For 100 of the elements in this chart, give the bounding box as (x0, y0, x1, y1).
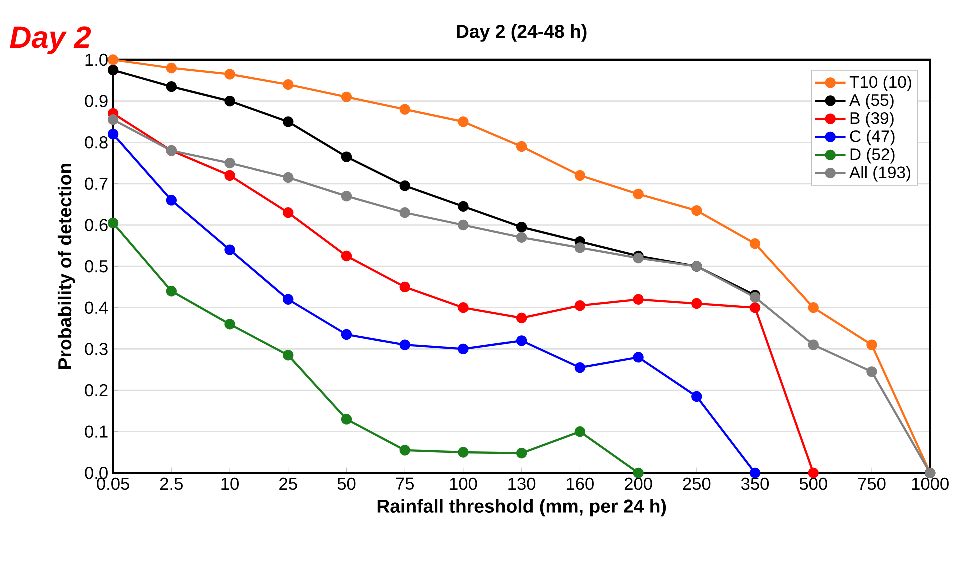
point (108, 114, 119, 126)
y-axis-title: Probability of detection (58, 164, 76, 369)
point (341, 329, 352, 340)
point (458, 344, 469, 354)
y-tick-label: 0.2 (85, 384, 108, 397)
x-tick-label: 250 (683, 478, 711, 490)
point (458, 447, 469, 458)
point (516, 336, 528, 346)
point (574, 170, 586, 181)
point (866, 340, 878, 350)
point (458, 116, 469, 128)
x-tick-label: 2.5 (160, 478, 183, 490)
point (750, 238, 761, 250)
point (633, 188, 644, 200)
point (224, 158, 236, 169)
point (341, 92, 352, 102)
point (283, 207, 294, 218)
x-tick-label: 350 (741, 478, 770, 490)
point (166, 62, 177, 74)
y-tick-label: 0.3 (85, 343, 108, 356)
point (516, 141, 528, 152)
text: Day 2 (10, 26, 92, 54)
point (283, 294, 294, 305)
point (224, 319, 236, 330)
point (400, 180, 410, 192)
point (400, 445, 410, 456)
point (283, 116, 294, 128)
point (692, 298, 702, 310)
point (750, 468, 761, 478)
point (866, 366, 878, 378)
point (692, 391, 702, 402)
point (166, 195, 177, 206)
y-tick-label: 0.5 (85, 260, 108, 273)
y-tick-label: 0.0 (85, 466, 108, 480)
x-tick-label: 75 (396, 478, 414, 490)
point (633, 352, 644, 363)
point (574, 300, 586, 312)
point (166, 286, 177, 297)
point (574, 362, 586, 374)
legend-label: A (55) (850, 94, 894, 110)
legend-label: B (39) (850, 112, 894, 128)
point (400, 104, 410, 115)
y-tick-label: 0.7 (85, 178, 108, 190)
point (166, 81, 177, 92)
point (692, 205, 702, 216)
y-tick-label: 1.0 (86, 54, 108, 66)
point (458, 201, 469, 212)
x-tick-label: 100 (450, 478, 478, 490)
y-tick-label: 0.9 (85, 95, 108, 108)
x-tick-label: 750 (858, 478, 886, 490)
point (516, 222, 528, 233)
legend-label: T10 (10) (850, 76, 912, 92)
chart-title: Day 2 (24-48 h) (457, 24, 587, 42)
point (574, 242, 586, 254)
x-tick-label: 10 (222, 478, 239, 490)
point (400, 207, 410, 218)
point (633, 468, 644, 478)
point (341, 190, 352, 202)
point (108, 128, 119, 140)
point (750, 302, 761, 314)
x-tick-label: 130 (508, 478, 536, 490)
y-tick-label: 0.6 (85, 219, 108, 232)
point (283, 350, 294, 361)
y-tick-label: 0.8 (85, 136, 108, 149)
x-tick-label: 1000 (912, 478, 949, 490)
point (633, 294, 644, 305)
point (224, 69, 236, 80)
x-axis-title: Rainfall threshold (mm, per 24 h) (378, 499, 666, 517)
x-tick-label: 25 (280, 478, 298, 490)
point (224, 170, 236, 181)
x-tick-label: 200 (624, 478, 652, 490)
point (516, 448, 528, 459)
y-tick-label: 0.4 (85, 302, 108, 314)
point (400, 340, 410, 350)
point (516, 232, 528, 243)
point (808, 340, 819, 350)
point (458, 302, 469, 314)
x-tick-label: 50 (338, 478, 356, 490)
point (224, 96, 236, 107)
point (108, 64, 119, 76)
x-tick-label: 160 (567, 478, 594, 490)
point (458, 220, 469, 231)
x-tick-label: 0.05 (97, 478, 130, 490)
point (341, 250, 352, 262)
point (516, 312, 528, 324)
legend-label: C (47) (850, 130, 895, 146)
point (574, 426, 586, 438)
point (224, 244, 236, 256)
legend-label: All (193) (850, 166, 910, 182)
y-tick-label: 0.1 (85, 426, 108, 438)
x-tick-label: 500 (800, 478, 828, 490)
point (808, 468, 819, 478)
point (400, 282, 410, 292)
point (341, 414, 352, 425)
point (283, 79, 294, 90)
point (283, 172, 294, 184)
point (808, 302, 819, 314)
point (341, 152, 352, 162)
point (108, 218, 119, 228)
legend-label: D (52) (850, 148, 895, 164)
